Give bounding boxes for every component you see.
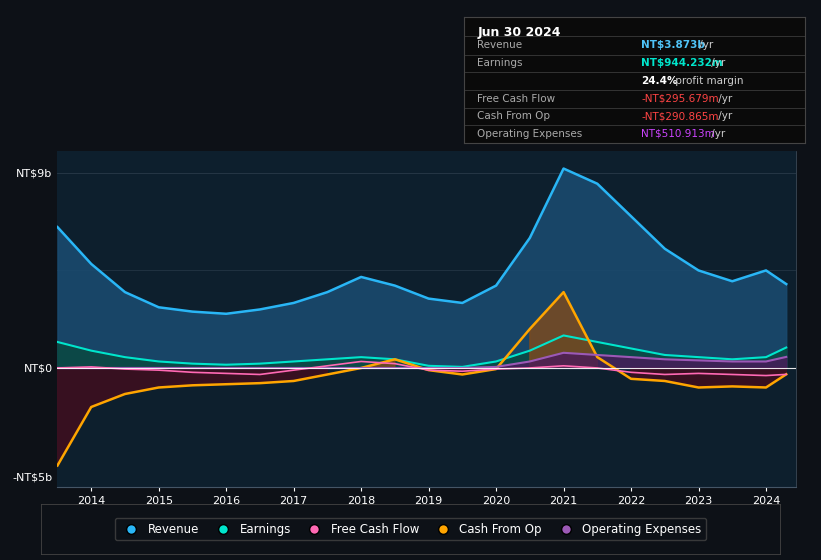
Text: Revenue: Revenue <box>478 40 523 50</box>
Text: /yr: /yr <box>709 129 726 139</box>
Text: /yr: /yr <box>696 40 713 50</box>
Text: NT$3.873b: NT$3.873b <box>641 40 705 50</box>
Text: /yr: /yr <box>709 58 726 68</box>
Text: Jun 30 2024: Jun 30 2024 <box>478 26 561 39</box>
Text: -NT$290.865m: -NT$290.865m <box>641 111 718 122</box>
Legend: Revenue, Earnings, Free Cash Flow, Cash From Op, Operating Expenses: Revenue, Earnings, Free Cash Flow, Cash … <box>115 518 706 540</box>
Text: 24.4%: 24.4% <box>641 76 677 86</box>
Text: Cash From Op: Cash From Op <box>478 111 551 122</box>
Text: /yr: /yr <box>714 111 732 122</box>
Text: Free Cash Flow: Free Cash Flow <box>478 94 556 104</box>
Text: profit margin: profit margin <box>672 76 743 86</box>
Text: NT$510.913m: NT$510.913m <box>641 129 715 139</box>
Text: Operating Expenses: Operating Expenses <box>478 129 583 139</box>
Text: Earnings: Earnings <box>478 58 523 68</box>
Text: -NT$295.679m: -NT$295.679m <box>641 94 718 104</box>
Text: /yr: /yr <box>714 94 732 104</box>
Text: NT$944.232m: NT$944.232m <box>641 58 722 68</box>
